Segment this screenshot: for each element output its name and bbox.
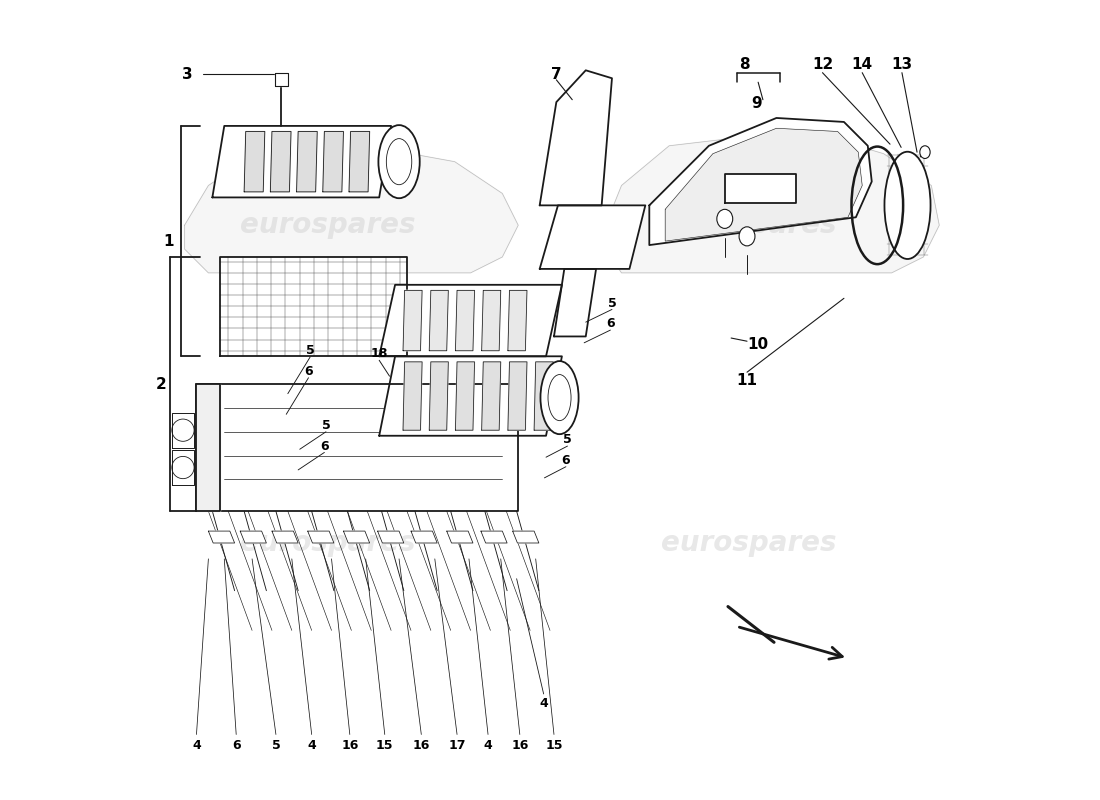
Ellipse shape: [739, 227, 755, 246]
Text: 5: 5: [563, 434, 572, 446]
Polygon shape: [606, 130, 939, 273]
Text: 11: 11: [737, 373, 758, 388]
Polygon shape: [540, 70, 612, 206]
Polygon shape: [220, 257, 407, 356]
Polygon shape: [482, 362, 500, 430]
Text: 4: 4: [307, 739, 316, 752]
Text: 14: 14: [851, 58, 872, 72]
Text: 17: 17: [449, 739, 465, 752]
Polygon shape: [240, 531, 266, 543]
Text: 7: 7: [551, 66, 562, 82]
Ellipse shape: [717, 210, 733, 229]
Text: 6: 6: [305, 365, 312, 378]
Polygon shape: [379, 356, 562, 436]
Polygon shape: [272, 531, 298, 543]
Polygon shape: [540, 206, 646, 269]
Polygon shape: [377, 531, 404, 543]
Polygon shape: [508, 290, 527, 350]
Polygon shape: [482, 290, 500, 350]
Text: 12: 12: [812, 58, 833, 72]
Polygon shape: [411, 531, 437, 543]
Text: 9: 9: [751, 96, 762, 111]
Polygon shape: [349, 131, 370, 192]
Polygon shape: [208, 531, 234, 543]
Polygon shape: [197, 384, 518, 511]
Polygon shape: [455, 290, 474, 350]
Ellipse shape: [884, 152, 931, 259]
Text: 8: 8: [739, 58, 750, 72]
Polygon shape: [429, 290, 449, 350]
Polygon shape: [513, 531, 539, 543]
Polygon shape: [403, 362, 422, 430]
Polygon shape: [429, 362, 449, 430]
Polygon shape: [649, 118, 872, 245]
Polygon shape: [508, 362, 527, 430]
Ellipse shape: [378, 125, 420, 198]
Text: 16: 16: [512, 739, 528, 752]
Polygon shape: [244, 131, 265, 192]
Text: eurospares: eurospares: [661, 529, 836, 557]
Polygon shape: [455, 362, 474, 430]
Text: 1: 1: [164, 234, 174, 249]
Polygon shape: [308, 531, 334, 543]
Polygon shape: [172, 450, 194, 485]
Text: 4: 4: [484, 739, 493, 752]
Text: 4: 4: [192, 739, 201, 752]
Polygon shape: [185, 146, 518, 273]
Text: 6: 6: [606, 318, 615, 330]
Text: 15: 15: [546, 739, 563, 752]
Text: 18: 18: [371, 347, 388, 361]
Polygon shape: [343, 531, 370, 543]
Polygon shape: [322, 131, 343, 192]
Polygon shape: [666, 128, 862, 241]
Text: 5: 5: [607, 297, 616, 310]
Polygon shape: [212, 126, 392, 198]
Polygon shape: [197, 384, 220, 511]
Text: eurospares: eurospares: [661, 211, 836, 239]
Polygon shape: [172, 413, 194, 448]
Polygon shape: [447, 531, 473, 543]
Text: eurospares: eurospares: [240, 529, 416, 557]
Polygon shape: [725, 174, 796, 203]
Text: 5: 5: [306, 344, 315, 358]
Polygon shape: [275, 73, 288, 86]
Text: eurospares: eurospares: [240, 211, 416, 239]
Polygon shape: [379, 285, 562, 356]
Polygon shape: [403, 290, 422, 350]
Text: 2: 2: [155, 377, 166, 392]
Text: 13: 13: [891, 58, 913, 72]
Polygon shape: [271, 131, 292, 192]
Text: 5: 5: [321, 419, 330, 432]
Text: 6: 6: [320, 439, 329, 453]
Text: 15: 15: [376, 739, 394, 752]
Text: 6: 6: [232, 739, 241, 752]
Ellipse shape: [540, 361, 579, 434]
Polygon shape: [297, 131, 317, 192]
Text: 16: 16: [341, 739, 359, 752]
Text: 6: 6: [562, 454, 570, 467]
Text: 10: 10: [748, 337, 769, 352]
Text: 5: 5: [272, 739, 280, 752]
Text: 16: 16: [412, 739, 430, 752]
Text: 4: 4: [539, 697, 548, 710]
Ellipse shape: [920, 146, 931, 158]
Polygon shape: [554, 269, 596, 337]
Text: 3: 3: [182, 66, 192, 82]
Polygon shape: [535, 362, 553, 430]
Polygon shape: [481, 531, 507, 543]
